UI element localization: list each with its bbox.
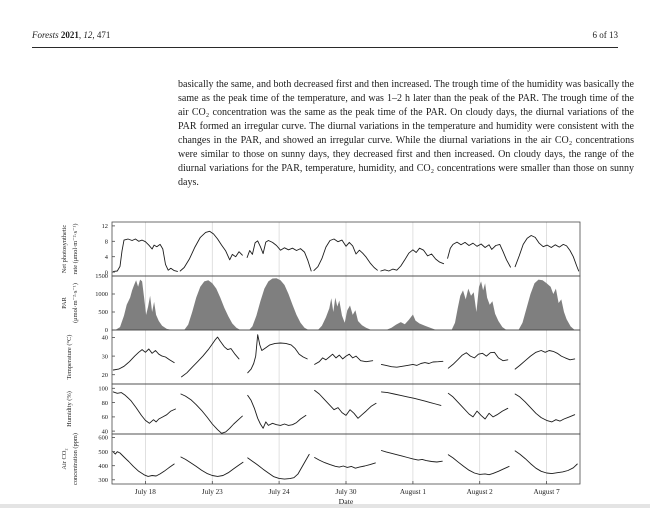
svg-text:40: 40 bbox=[102, 335, 108, 342]
svg-text:80: 80 bbox=[102, 400, 108, 407]
svg-text:1500: 1500 bbox=[95, 273, 108, 280]
svg-text:concentration (ppm): concentration (ppm) bbox=[72, 433, 79, 485]
panel-humidity: 40 60 80 100 Humidity (%) bbox=[66, 383, 581, 435]
page-bottom-edge bbox=[0, 504, 650, 508]
svg-text:Air CO₂: Air CO₂ bbox=[61, 448, 68, 469]
svg-text:PAR: PAR bbox=[61, 296, 68, 309]
svg-text:July 18: July 18 bbox=[135, 488, 156, 496]
journal-citation: Forests 2021, 12, 471 bbox=[32, 30, 111, 40]
svg-text:30: 30 bbox=[102, 353, 108, 360]
svg-text:July 23: July 23 bbox=[202, 488, 223, 496]
svg-text:4: 4 bbox=[105, 254, 109, 261]
paragraph: basically the same, and both decreased f… bbox=[178, 79, 634, 188]
svg-text:40: 40 bbox=[102, 428, 108, 435]
day-gridlines bbox=[144, 222, 547, 484]
svg-text:July 24: July 24 bbox=[269, 488, 290, 496]
svg-text:400: 400 bbox=[98, 463, 108, 470]
x-axis: July 18 July 23 July 24 July 30 August 1 Augu… bbox=[135, 481, 560, 506]
svg-text:60: 60 bbox=[102, 414, 108, 421]
svg-text:August 7: August 7 bbox=[534, 488, 561, 496]
svg-text:rate (μmol·m⁻²·s⁻¹): rate (μmol·m⁻²·s⁻¹) bbox=[72, 223, 79, 274]
svg-text:Date: Date bbox=[339, 497, 354, 506]
page-header: Forests 2021, 12, 471 6 of 13 bbox=[32, 30, 618, 48]
svg-text:August 1: August 1 bbox=[400, 488, 427, 496]
panel-temperature: 20 30 40 Temperature (°C) bbox=[66, 329, 581, 385]
svg-text:8: 8 bbox=[105, 239, 108, 246]
svg-text:20: 20 bbox=[102, 372, 108, 379]
svg-text:Humidity (%): Humidity (%) bbox=[66, 391, 73, 427]
svg-text:600: 600 bbox=[98, 435, 108, 442]
svg-text:500: 500 bbox=[98, 449, 108, 456]
panel-net-photosynthetic-rate: 0 4 8 12 Net photosynthetic rate (μmol·m⁻²·s⁻… bbox=[61, 221, 581, 277]
svg-text:Temperature (°C): Temperature (°C) bbox=[66, 335, 73, 380]
svg-text:August 2: August 2 bbox=[467, 488, 494, 496]
svg-text:300: 300 bbox=[98, 477, 108, 484]
panel-air-co2-concentration: 300 400 500 600 Air CO₂ concentration (ppm) bbox=[61, 433, 581, 485]
svg-text:1000: 1000 bbox=[95, 291, 108, 298]
svg-text:500: 500 bbox=[98, 309, 108, 316]
svg-text:July 30: July 30 bbox=[336, 488, 357, 496]
svg-text:0: 0 bbox=[105, 269, 108, 276]
svg-text:12: 12 bbox=[102, 223, 108, 230]
svg-text:(μmol·m⁻²·s⁻¹): (μmol·m⁻²·s⁻¹) bbox=[72, 283, 79, 323]
svg-text:100: 100 bbox=[98, 386, 108, 393]
svg-text:0: 0 bbox=[105, 327, 108, 334]
panel-par: 0 500 1000 1500 PAR (μmol·m⁻²·s⁻¹) bbox=[61, 273, 581, 334]
page-number: 6 of 13 bbox=[592, 30, 619, 40]
svg-text:Net photosynthetic: Net photosynthetic bbox=[61, 225, 68, 274]
